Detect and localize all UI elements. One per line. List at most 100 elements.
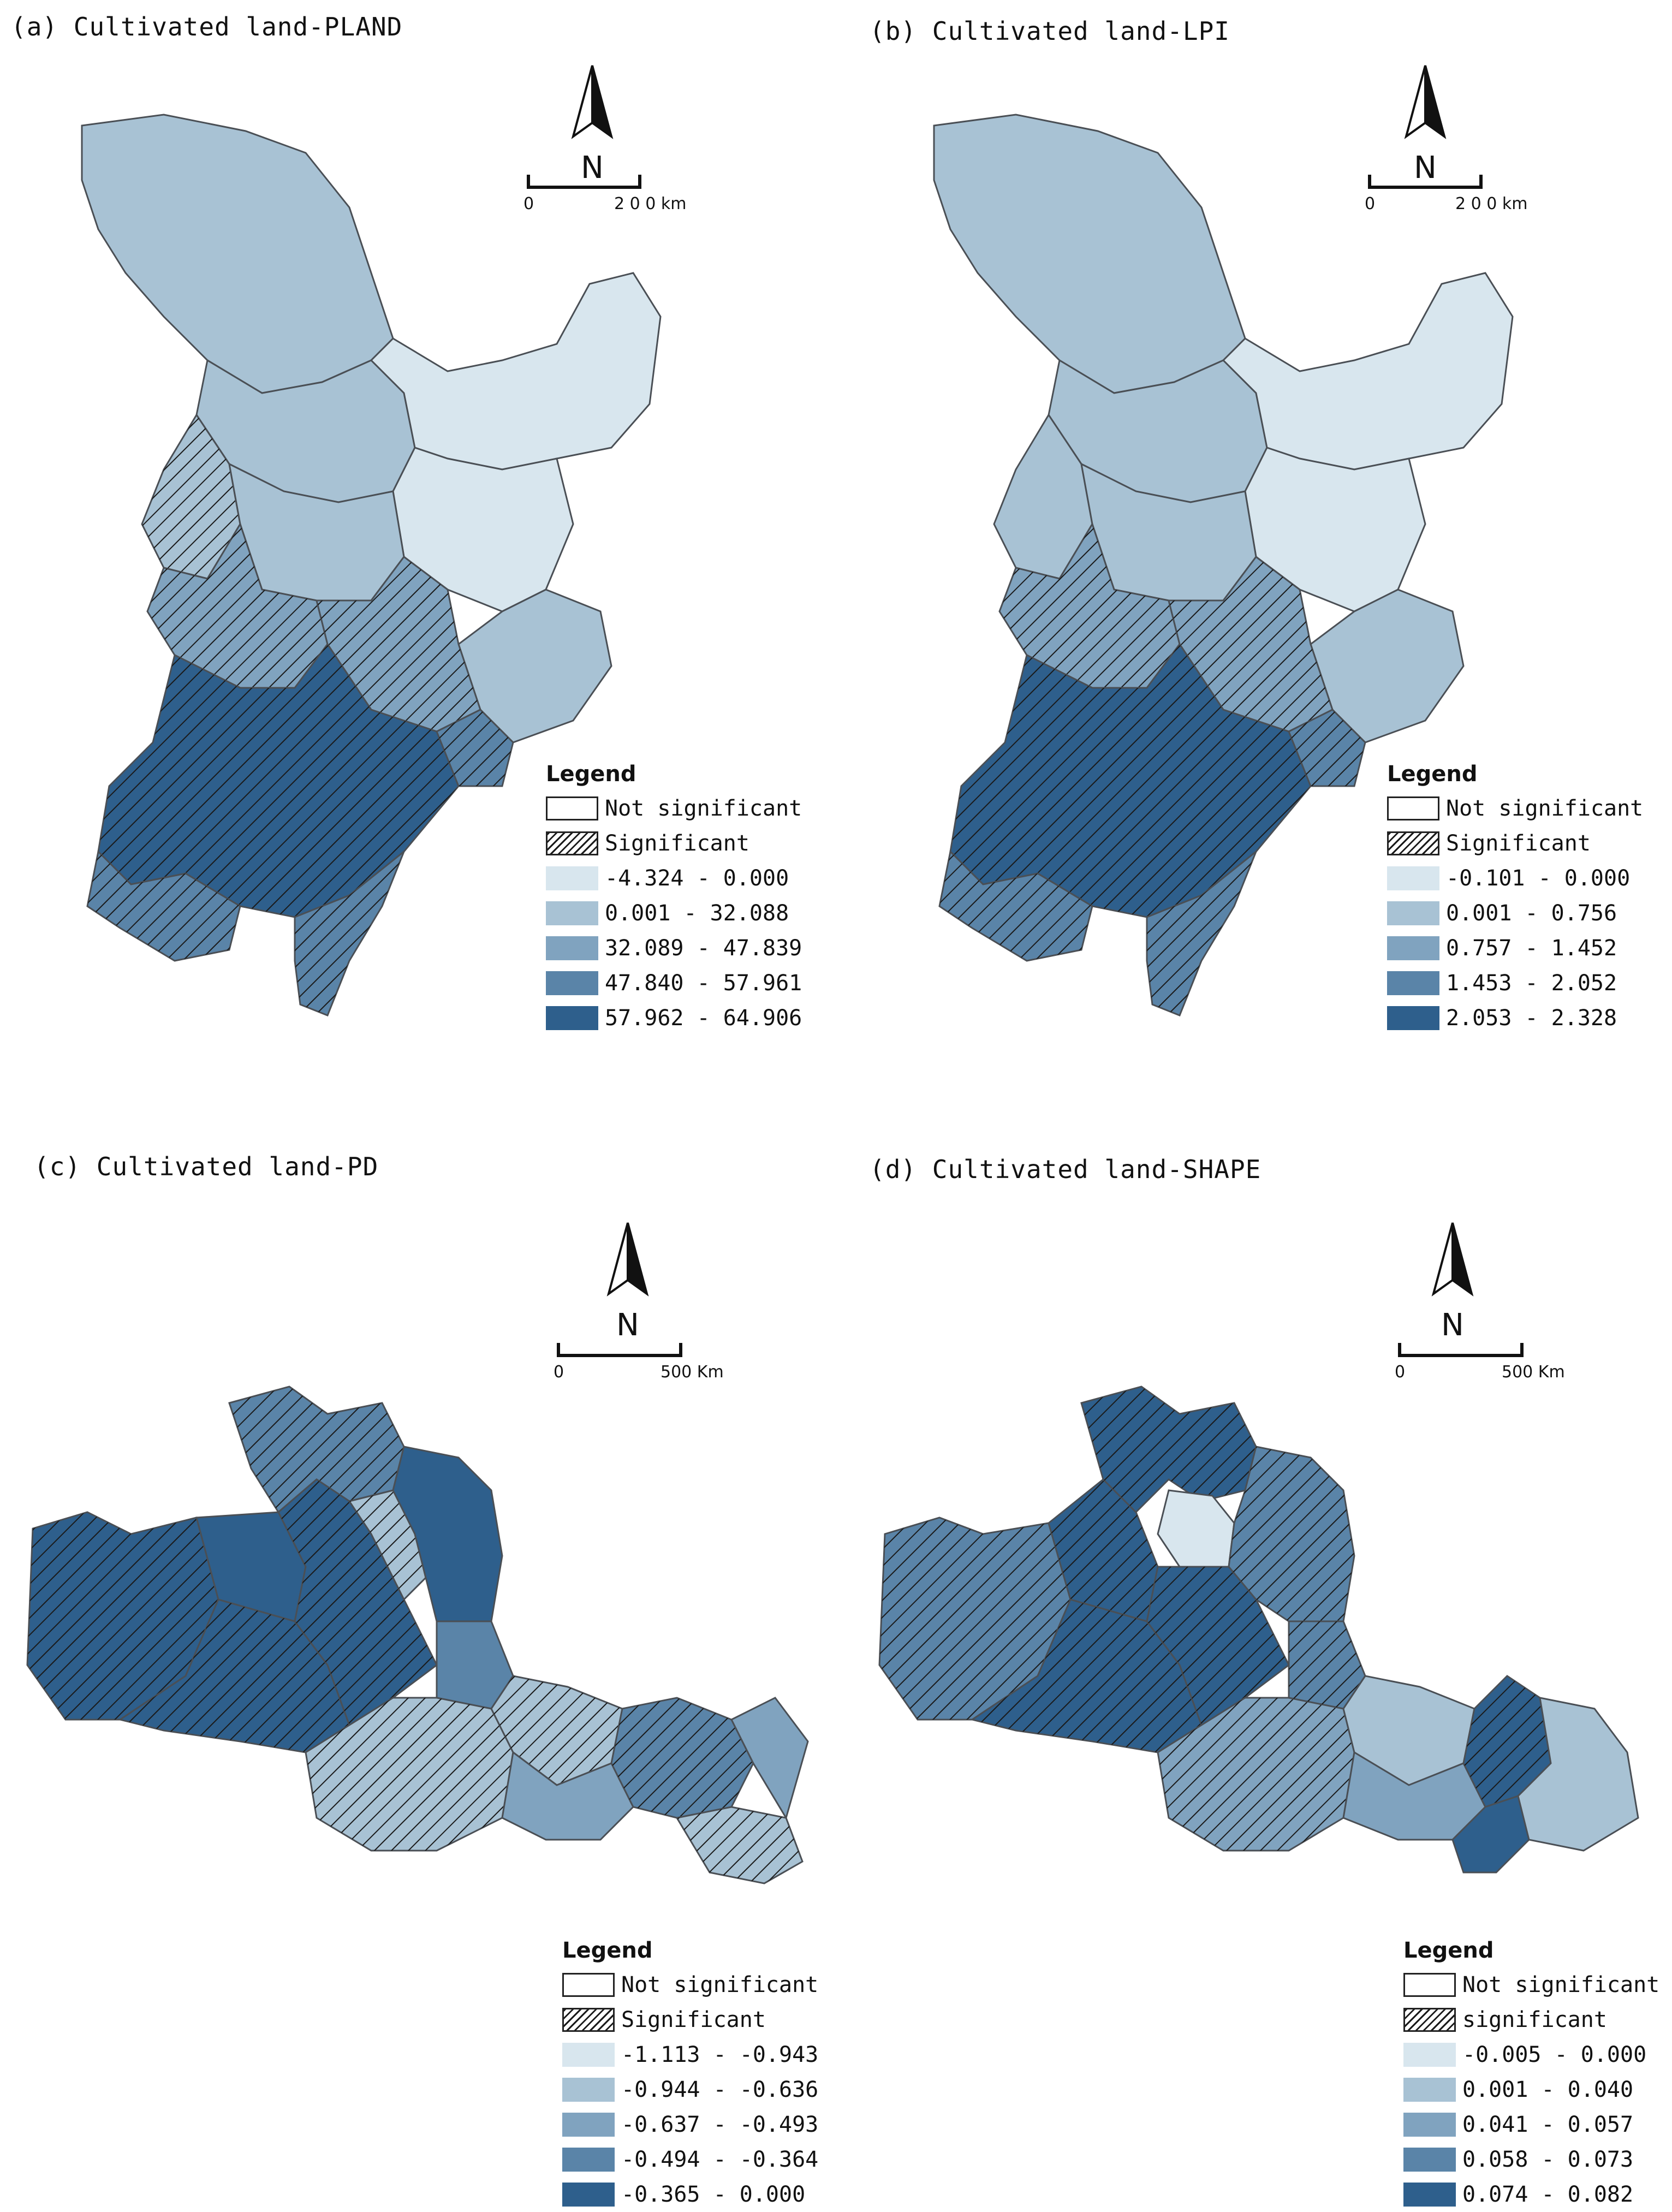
legend-item: significant bbox=[1403, 2002, 1672, 2037]
legend-swatch bbox=[1387, 971, 1439, 995]
legend-label: -4.324 - 0.000 bbox=[605, 866, 789, 891]
legend-item: 0.757 - 1.452 bbox=[1387, 931, 1671, 966]
legend-swatch bbox=[1403, 2183, 1456, 2207]
scale-start: 0 bbox=[523, 194, 534, 213]
legend-swatch bbox=[546, 796, 598, 820]
region bbox=[972, 1599, 1201, 1752]
legend-item: -0.637 - -0.493 bbox=[562, 2107, 846, 2142]
region bbox=[611, 1698, 753, 1818]
region bbox=[1158, 1698, 1354, 1851]
region bbox=[730, 1697, 809, 1820]
legend-label: 0.074 - 0.082 bbox=[1462, 2182, 1634, 2207]
legend-label: 0.041 - 0.057 bbox=[1462, 2112, 1634, 2137]
legend-swatch bbox=[546, 831, 598, 855]
legend-item: 32.089 - 47.839 bbox=[546, 931, 830, 966]
legend-item: -0.365 - 0.000 bbox=[562, 2177, 846, 2212]
legend-item: 0.001 - 0.040 bbox=[1403, 2072, 1672, 2107]
legend-label: -0.637 - -0.493 bbox=[621, 2112, 819, 2137]
region bbox=[87, 852, 240, 961]
legend-label: -1.113 - -0.943 bbox=[621, 2042, 819, 2067]
legend-title: Legend bbox=[562, 1938, 653, 1963]
legend-item: -1.113 - -0.943 bbox=[562, 2037, 846, 2072]
legend-item: 0.074 - 0.082 bbox=[1403, 2177, 1672, 2212]
legend-swatch bbox=[1387, 1006, 1439, 1030]
legend-swatch bbox=[1403, 2008, 1456, 2032]
region bbox=[1463, 1676, 1551, 1807]
legend-swatch bbox=[562, 2043, 615, 2067]
legend-item: 57.962 - 64.906 bbox=[546, 1001, 830, 1036]
legend-item: 0.001 - 32.088 bbox=[546, 896, 830, 931]
legend-swatch bbox=[1387, 866, 1439, 890]
legend-label: Significant bbox=[1446, 831, 1591, 856]
legend-swatch bbox=[546, 936, 598, 960]
panel-title: (c) Cultivated land-PD bbox=[34, 1152, 379, 1181]
north-arrow: N bbox=[1417, 1217, 1488, 1343]
region bbox=[142, 415, 240, 579]
legend-swatch bbox=[1403, 1973, 1456, 1997]
legend-label: 47.840 - 57.961 bbox=[605, 971, 802, 996]
legend-title: Legend bbox=[1403, 1938, 1494, 1963]
legend-label: -0.365 - 0.000 bbox=[621, 2182, 806, 2207]
region bbox=[501, 1751, 634, 1841]
legend-swatch bbox=[562, 2183, 615, 2207]
region bbox=[950, 644, 1311, 917]
legend-label: 0.058 - 0.073 bbox=[1462, 2147, 1634, 2172]
region bbox=[491, 1676, 622, 1785]
legend-item: Not significant bbox=[562, 1967, 846, 2002]
region bbox=[1147, 1567, 1289, 1725]
legend-swatch bbox=[562, 2078, 615, 2102]
region bbox=[1289, 710, 1365, 786]
legend-swatch bbox=[1403, 2078, 1456, 2102]
region bbox=[1229, 1447, 1354, 1621]
panel-title: (d) Cultivated land-SHAPE bbox=[870, 1155, 1262, 1184]
legend-swatch bbox=[562, 1973, 615, 1997]
legend-item: 0.001 - 0.756 bbox=[1387, 896, 1671, 931]
northeast-china-map bbox=[81, 114, 662, 1016]
legend-item: Not significant bbox=[1403, 1967, 1672, 2002]
region bbox=[229, 1387, 404, 1512]
north-arrow-icon bbox=[606, 1222, 649, 1297]
region bbox=[295, 852, 404, 1015]
legend-title: Legend bbox=[1387, 762, 1478, 787]
scale-start: 0 bbox=[1365, 194, 1376, 213]
legend-swatch bbox=[546, 1006, 598, 1030]
legend-item: 0.041 - 0.057 bbox=[1403, 2107, 1672, 2142]
legend-label: Significant bbox=[621, 2007, 766, 2032]
legend-label: 32.089 - 47.839 bbox=[605, 936, 802, 961]
panel-d: (d) Cultivated land-SHAPE N 0 bbox=[836, 1125, 1672, 2207]
scale-bar: 0 500 Km bbox=[554, 1343, 724, 1387]
legend-swatch bbox=[562, 2008, 615, 2032]
scale-end: 2 0 0 km bbox=[614, 194, 687, 213]
scale-start: 0 bbox=[1395, 1363, 1406, 1382]
legend-swatch bbox=[546, 971, 598, 995]
panel-c: (c) Cultivated land-PD N 0 bbox=[0, 1125, 836, 2207]
panel-title: (b) Cultivated land-LPI bbox=[870, 16, 1230, 46]
legend-item: -4.324 - 0.000 bbox=[546, 861, 830, 896]
region bbox=[278, 1479, 437, 1725]
region bbox=[98, 644, 459, 917]
north-arrow: N bbox=[592, 1217, 663, 1343]
legend-label: Not significant bbox=[1446, 796, 1644, 821]
north-arrow-icon bbox=[1404, 65, 1447, 139]
legend-label: 0.001 - 0.756 bbox=[1446, 901, 1617, 926]
legend-swatch bbox=[1387, 796, 1439, 820]
legend-swatch bbox=[1403, 2043, 1456, 2067]
legend-label: -0.944 - -0.636 bbox=[621, 2077, 819, 2102]
north-arrow-icon bbox=[1431, 1222, 1474, 1297]
legend-item: -0.101 - 0.000 bbox=[1387, 861, 1671, 896]
legend-label: -0.494 - -0.364 bbox=[621, 2147, 819, 2172]
region bbox=[1517, 1697, 1639, 1852]
legend-item: -0.005 - 0.000 bbox=[1403, 2037, 1672, 2072]
legend: Legend Not significant Significant -1.113 … bbox=[562, 1938, 846, 2212]
region bbox=[1289, 1621, 1365, 1709]
region bbox=[370, 272, 662, 471]
north-arrow-icon bbox=[571, 65, 614, 139]
legend-swatch bbox=[546, 901, 598, 925]
legend-label: significant bbox=[1462, 2007, 1607, 2032]
legend-label: Not significant bbox=[1462, 1972, 1660, 1997]
legend-item: -0.944 - -0.636 bbox=[562, 2072, 846, 2107]
legend: Legend Not significant Significant -4.324 … bbox=[546, 762, 830, 1036]
north-label: N bbox=[616, 1307, 639, 1343]
region bbox=[939, 852, 1092, 961]
legend: Legend Not significant significant -0.005 … bbox=[1403, 1938, 1672, 2212]
